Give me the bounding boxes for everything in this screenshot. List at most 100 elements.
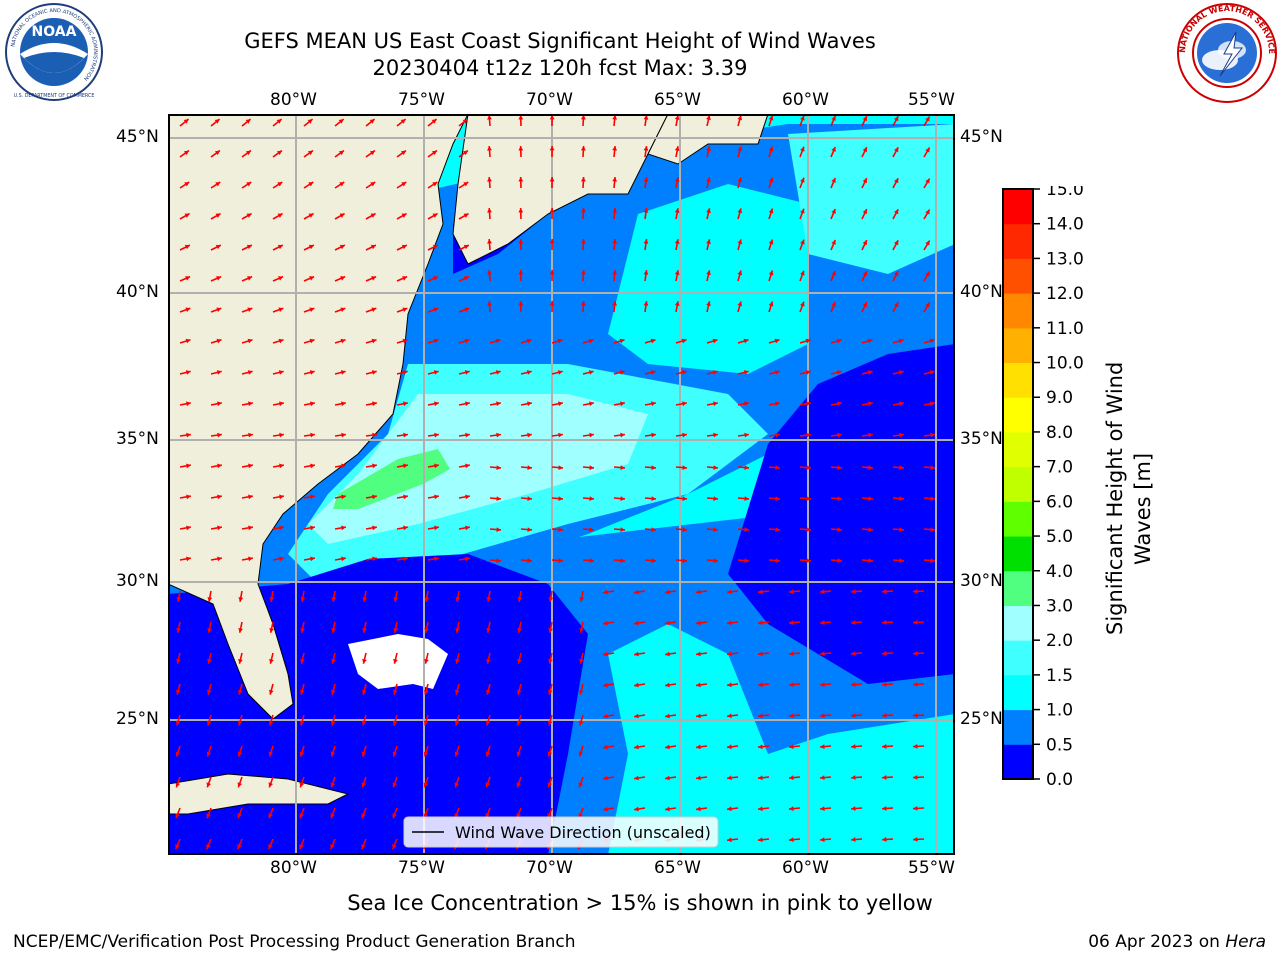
wave-direction-arrowhead <box>400 150 406 156</box>
wave-direction-arrowhead <box>464 307 470 312</box>
wave-direction-arrowhead <box>831 270 836 276</box>
wave-direction-arrowhead <box>851 775 856 780</box>
wave-direction-arrowhead <box>401 182 407 187</box>
wave-direction-arrowhead <box>517 597 523 602</box>
wave-direction-arrowhead <box>665 775 670 781</box>
wave-direction-arrowhead <box>279 463 284 469</box>
wave-direction-arrowhead <box>682 496 687 501</box>
wave-direction-arrowhead <box>930 558 935 563</box>
colorbar-tick-label: 4.0 <box>1046 562 1073 582</box>
wave-direction-arrowhead <box>248 494 253 500</box>
wave-direction-arrowhead <box>455 597 461 602</box>
wave-direction-arrowhead <box>868 432 873 438</box>
wave-direction-arrowhead <box>580 115 586 120</box>
wave-direction-arrowhead <box>331 658 336 664</box>
wave-direction-arrowhead <box>268 689 274 695</box>
wave-direction-arrowhead <box>527 496 532 501</box>
wave-direction-arrowhead <box>727 806 732 812</box>
wave-direction-arrowhead <box>310 401 315 407</box>
wave-direction-arrowhead <box>487 301 492 306</box>
wave-direction-arrowhead <box>634 620 639 626</box>
wave-direction-arrowhead <box>634 713 639 719</box>
colorbar-frame <box>1002 188 1034 780</box>
wave-direction-arrowhead <box>184 213 190 218</box>
wave-direction-arrowhead <box>465 432 470 438</box>
wave-direction-arrowhead <box>768 270 774 276</box>
colorbar-tick-label: 11.0 <box>1046 319 1084 339</box>
wave-direction-arrowhead <box>851 806 856 811</box>
wave-direction-arrowhead <box>557 338 563 344</box>
wave-direction-arrowhead <box>674 115 680 120</box>
wave-direction-arrowhead <box>930 401 935 407</box>
wave-direction-arrowhead <box>589 527 594 532</box>
wave-direction-arrowhead <box>217 401 222 407</box>
colorbar-ticks: 0.0 0.5 1.0 1.5 2.0 3.0 4.0 5.0 6.0 7.0 8.0 9.0 10.0… <box>1033 186 1084 786</box>
wave-direction-arrowhead <box>775 432 780 438</box>
wave-direction-arrowhead <box>310 494 315 500</box>
wave-direction-arrowhead <box>696 744 701 750</box>
wave-direction-arrowhead <box>805 370 811 375</box>
wave-direction-arrowhead <box>206 844 211 850</box>
wave-direction-arrowhead <box>558 496 563 501</box>
wave-direction-arrowhead <box>299 751 305 757</box>
ocean-patch-1_5-2-ne <box>788 124 955 274</box>
wave-direction-arrowhead <box>806 496 811 501</box>
caption: Sea Ice Concentration > 15% is shown in … <box>347 891 933 915</box>
wave-direction-arrowhead <box>402 307 408 312</box>
wave-direction-arrowhead <box>775 496 780 501</box>
wave-direction-arrowhead <box>299 689 305 695</box>
wave-direction-arrowhead <box>758 806 763 812</box>
wave-direction-arrowhead <box>603 713 608 719</box>
wave-direction-arrowhead <box>643 208 649 213</box>
wave-direction-arrowhead <box>831 239 836 245</box>
wave-direction-arrowhead <box>309 276 315 281</box>
wave-direction-arrowhead <box>372 463 377 469</box>
wave-direction-arrowhead <box>496 432 501 438</box>
wave-direction-arrowhead <box>682 558 687 563</box>
wave-direction-arrowhead <box>706 301 711 307</box>
wave-direction-arrowhead <box>579 597 585 602</box>
wave-direction-arrowhead <box>403 432 408 438</box>
wave-direction-arrowhead <box>893 209 899 215</box>
wave-direction-arrowhead <box>775 558 780 563</box>
noaa-logo-name: NOAA <box>32 24 77 40</box>
wave-direction-arrowhead <box>463 244 469 250</box>
colorbar-swatch <box>1003 640 1033 676</box>
wave-direction-arrowhead <box>216 370 222 375</box>
colorbar-swatches <box>1003 189 1033 780</box>
wave-direction-arrowhead <box>217 556 222 562</box>
wave-direction-arrowhead <box>175 844 180 850</box>
wave-direction-arrowhead <box>775 527 780 532</box>
nws-logo-icon: NATIONAL WEATHER SERVICE <box>1177 3 1277 103</box>
wave-direction-arrowhead <box>643 146 649 151</box>
colorbar-tick-label: 5.0 <box>1046 527 1073 547</box>
wave-direction-arrowhead <box>603 682 608 688</box>
wave-direction-arrowhead <box>237 813 242 819</box>
wave-direction-arrowhead <box>768 301 774 307</box>
wave-direction-arrowhead <box>862 147 868 153</box>
wave-direction-arrowhead <box>696 775 701 781</box>
wave-direction-arrowhead <box>913 743 918 749</box>
wave-direction-arrowhead <box>238 597 244 602</box>
wave-direction-arrowhead <box>580 239 586 244</box>
wave-direction-arrowhead <box>727 713 732 719</box>
wave-direction-arrowhead <box>620 496 625 501</box>
wave-direction-arrowhead <box>806 465 811 470</box>
wave-direction-arrowhead <box>214 150 220 156</box>
wave-direction-arrowhead <box>868 465 873 470</box>
wave-direction-arrowhead <box>868 496 873 501</box>
lon-label-bottom: 75°W <box>398 858 445 878</box>
wave-direction-arrowhead <box>634 744 639 750</box>
wave-direction-arrowhead <box>789 744 794 750</box>
lon-label-top: 75°W <box>398 90 445 110</box>
wave-direction-arrowhead <box>310 556 315 562</box>
colorbar: 0.0 0.5 1.0 1.5 2.0 3.0 4.0 5.0 6.0 7.0 8.0 9.0 10.0… <box>1002 186 1084 786</box>
wave-direction-arrowhead <box>831 115 836 121</box>
legend-label: Wind Wave Direction (unscaled) <box>455 823 711 842</box>
wave-direction-arrowhead <box>278 370 284 375</box>
wave-direction-arrowhead <box>619 370 625 375</box>
footer-date: 06 Apr 2023 on <box>1088 932 1226 952</box>
lat-label-right: 40°N <box>960 282 1003 302</box>
wave-direction-arrowhead <box>299 782 305 788</box>
wave-direction-arrowhead <box>279 556 284 562</box>
